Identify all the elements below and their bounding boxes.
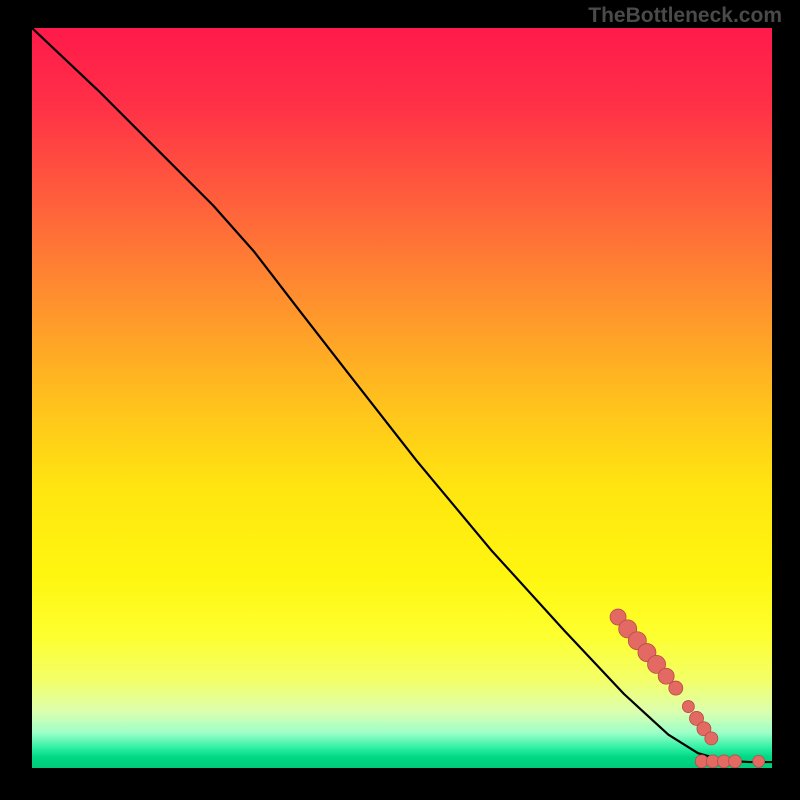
data-marker [753, 755, 765, 767]
data-marker [658, 668, 674, 684]
bottleneck-curve [32, 28, 772, 762]
data-marker [729, 755, 742, 768]
data-marker [669, 681, 683, 695]
data-markers [610, 609, 765, 768]
plot-area [32, 28, 772, 768]
data-marker [705, 732, 718, 745]
chart-stage: TheBottleneck.com [0, 0, 800, 800]
data-marker [682, 701, 694, 713]
watermark-text: TheBottleneck.com [588, 4, 782, 28]
chart-overlay [32, 28, 772, 768]
